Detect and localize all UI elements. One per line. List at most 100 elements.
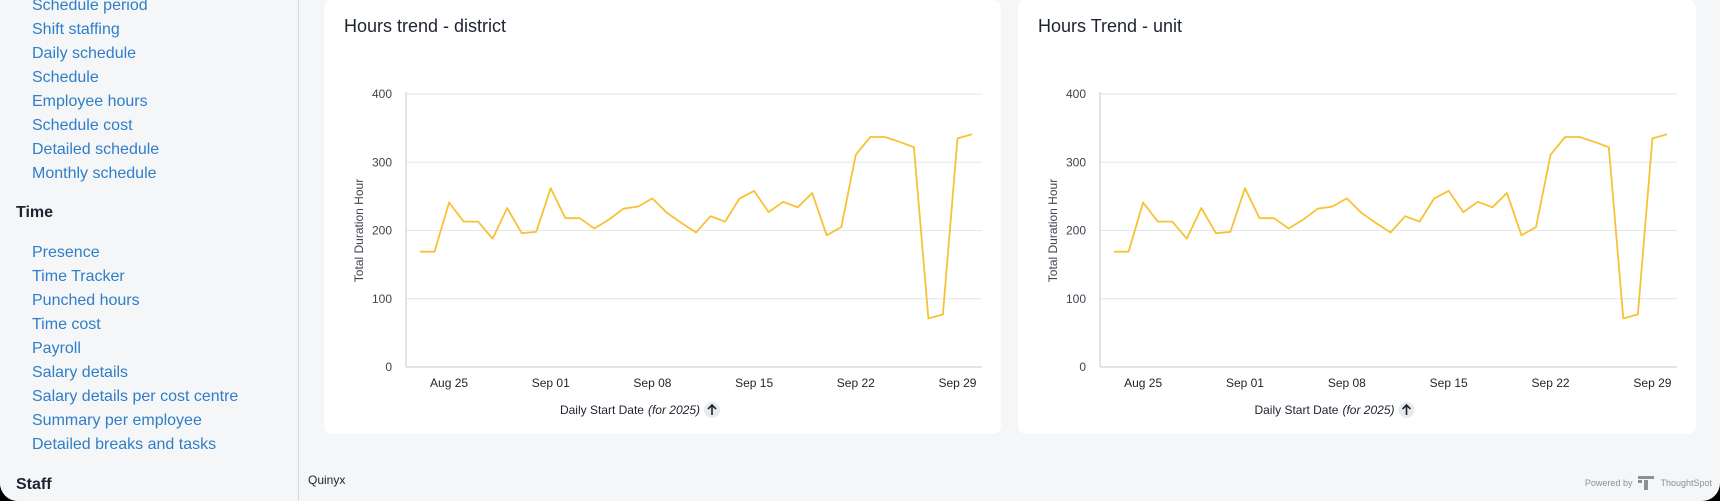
sidebar-item-detailed-breaks-and-tasks[interactable]: Detailed breaks and tasks	[32, 436, 217, 453]
data-point[interactable]	[417, 249, 423, 255]
data-point[interactable]	[1388, 230, 1394, 236]
sidebar-item-time-cost[interactable]: Time cost	[32, 316, 101, 333]
data-point[interactable]	[1446, 188, 1452, 194]
data-point[interactable]	[475, 219, 481, 225]
data-point[interactable]	[1300, 217, 1306, 223]
sidebar-item-detailed-schedule[interactable]: Detailed schedule	[32, 141, 160, 158]
data-point[interactable]	[1329, 204, 1335, 210]
data-point[interactable]	[1620, 316, 1626, 322]
series-line[interactable]	[420, 133, 973, 320]
data-point[interactable]	[577, 215, 583, 221]
data-point[interactable]	[1562, 134, 1568, 140]
data-point[interactable]	[1518, 232, 1524, 238]
data-point[interactable]	[1358, 210, 1364, 216]
data-point[interactable]	[678, 220, 684, 226]
data-point[interactable]	[766, 209, 772, 215]
data-point[interactable]	[1577, 134, 1583, 140]
data-point[interactable]	[882, 134, 888, 140]
data-point[interactable]	[1548, 152, 1554, 158]
data-point[interactable]	[432, 249, 438, 255]
sidebar-item-employee-hours[interactable]: Employee hours	[32, 93, 148, 110]
data-point[interactable]	[853, 152, 859, 158]
sidebar-item-summary-per-employee[interactable]: Summary per employee	[32, 412, 202, 429]
data-point[interactable]	[635, 204, 641, 210]
powered-by-badge[interactable]: Powered by ThoughtSpot	[1585, 476, 1712, 490]
data-point[interactable]	[1227, 229, 1233, 235]
series-line[interactable]	[1114, 133, 1668, 320]
data-point[interactable]	[1606, 144, 1612, 150]
sidebar-item-monthly-schedule[interactable]: Monthly schedule	[32, 165, 157, 182]
data-point[interactable]	[591, 225, 597, 231]
sidebar-item-daily-schedule[interactable]: Daily schedule	[32, 45, 137, 62]
data-point[interactable]	[809, 190, 815, 196]
data-point[interactable]	[1344, 195, 1350, 201]
data-point[interactable]	[737, 195, 743, 201]
sidebar-item-presence[interactable]: Presence	[32, 244, 100, 261]
data-point[interactable]	[620, 206, 626, 212]
data-point[interactable]	[838, 224, 844, 230]
data-point[interactable]	[461, 219, 467, 225]
data-point[interactable]	[664, 210, 670, 216]
sidebar-item-shift-staffing[interactable]: Shift staffing	[32, 21, 120, 38]
data-point[interactable]	[911, 144, 917, 150]
data-point[interactable]	[519, 230, 525, 236]
sidebar-item-punched-hours[interactable]: Punched hours	[32, 292, 140, 309]
data-point[interactable]	[1431, 195, 1437, 201]
data-point[interactable]	[1155, 219, 1161, 225]
data-point[interactable]	[722, 219, 728, 225]
data-point[interactable]	[1504, 190, 1510, 196]
data-point[interactable]	[1649, 135, 1655, 141]
data-point[interactable]	[1140, 200, 1146, 206]
data-point[interactable]	[1664, 131, 1670, 137]
data-point[interactable]	[446, 200, 452, 206]
data-point[interactable]	[925, 316, 931, 322]
data-point[interactable]	[504, 205, 510, 211]
data-point[interactable]	[533, 229, 539, 235]
sidebar-item-salary-details[interactable]: Salary details	[32, 364, 129, 381]
sidebar-item-schedule-period[interactable]: Schedule period	[32, 0, 148, 14]
data-point[interactable]	[1591, 139, 1597, 145]
data-point[interactable]	[940, 311, 946, 317]
data-point[interactable]	[795, 204, 801, 210]
data-point[interactable]	[1286, 225, 1292, 231]
data-point[interactable]	[1315, 206, 1321, 212]
data-point[interactable]	[490, 236, 496, 242]
data-point[interactable]	[751, 188, 757, 194]
data-point[interactable]	[548, 185, 554, 191]
data-point[interactable]	[1460, 209, 1466, 215]
data-point[interactable]	[1475, 199, 1481, 205]
data-point[interactable]	[1126, 249, 1132, 255]
data-point[interactable]	[649, 195, 655, 201]
data-point[interactable]	[693, 230, 699, 236]
sidebar-item-time-tracker[interactable]: Time Tracker	[32, 268, 125, 285]
data-point[interactable]	[708, 213, 714, 219]
data-point[interactable]	[954, 135, 960, 141]
data-point[interactable]	[1169, 219, 1175, 225]
data-point[interactable]	[780, 199, 786, 205]
data-point[interactable]	[1417, 219, 1423, 225]
sidebar-item-payroll[interactable]: Payroll	[32, 340, 81, 357]
sort-toggle-button[interactable]	[1398, 402, 1415, 418]
data-point[interactable]	[1373, 220, 1379, 226]
data-point[interactable]	[1242, 185, 1248, 191]
data-point[interactable]	[1271, 215, 1277, 221]
data-point[interactable]	[1184, 236, 1190, 242]
data-point[interactable]	[1402, 213, 1408, 219]
data-point[interactable]	[1489, 204, 1495, 210]
data-point[interactable]	[562, 215, 568, 221]
data-point[interactable]	[606, 217, 612, 223]
data-point[interactable]	[1257, 215, 1263, 221]
data-point[interactable]	[867, 134, 873, 140]
sidebar-item-schedule-cost[interactable]: Schedule cost	[32, 117, 133, 134]
data-point[interactable]	[1213, 230, 1219, 236]
data-point[interactable]	[1198, 205, 1204, 211]
data-point[interactable]	[1635, 311, 1641, 317]
sidebar-item-salary-details-per-cost-centre[interactable]: Salary details per cost centre	[32, 388, 239, 405]
sort-toggle-button[interactable]	[704, 402, 720, 418]
data-point[interactable]	[1533, 224, 1539, 230]
sidebar-item-schedule[interactable]: Schedule	[32, 69, 99, 86]
data-point[interactable]	[1111, 249, 1117, 255]
data-point[interactable]	[896, 139, 902, 145]
data-point[interactable]	[969, 131, 975, 137]
data-point[interactable]	[824, 232, 830, 238]
